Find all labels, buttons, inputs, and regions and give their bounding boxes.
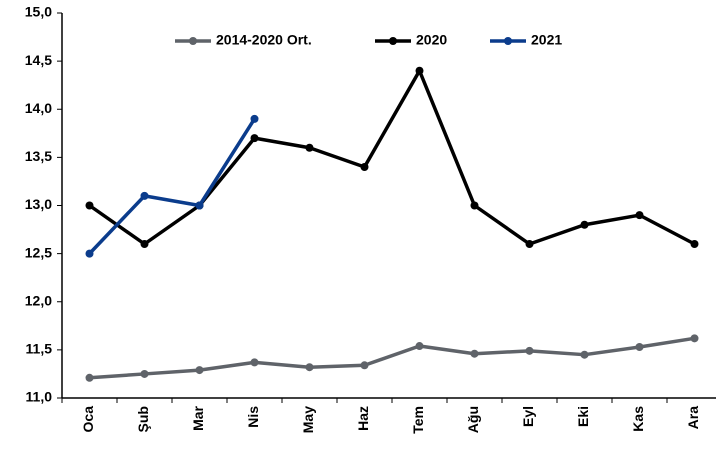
data-point: [415, 66, 424, 75]
data-point: [525, 346, 534, 355]
data-point: [690, 334, 699, 343]
data-point: [580, 220, 589, 229]
x-tick-label: May: [300, 406, 316, 433]
y-tick-label: 13,0: [25, 196, 52, 212]
data-point: [415, 342, 424, 351]
data-point: [525, 240, 534, 248]
x-tick-label: Ara: [685, 406, 701, 430]
data-point: [140, 240, 149, 248]
y-tick-label: 13,5: [25, 148, 52, 164]
data-point: [85, 201, 94, 210]
data-point: [635, 211, 644, 220]
data-point: [360, 361, 369, 370]
data-point: [470, 349, 479, 358]
legend-label: 2020: [416, 32, 447, 48]
series-line: [88, 117, 256, 255]
x-tick-label: Şub: [135, 406, 151, 432]
legend-marker: [389, 37, 397, 45]
x-tick-label: Eyl: [520, 406, 536, 427]
data-point: [85, 249, 94, 258]
x-tick-label: Haz: [355, 406, 371, 431]
data-point: [140, 369, 149, 378]
data-point: [635, 342, 644, 351]
data-point: [250, 358, 259, 367]
legend-label: 2021: [531, 32, 562, 48]
x-tick-label: Eki: [575, 406, 591, 427]
y-tick-label: 14,0: [25, 100, 52, 116]
legend-marker: [189, 37, 197, 45]
data-point: [305, 143, 314, 152]
data-point: [580, 350, 589, 359]
x-tick-label: Tem: [410, 406, 426, 434]
x-tick-label: Nis: [245, 406, 261, 428]
data-point: [690, 240, 699, 248]
y-tick-label: 15,0: [25, 4, 52, 20]
x-tick-label: Oca: [80, 406, 96, 433]
data-point: [85, 373, 94, 382]
data-point: [360, 163, 369, 171]
y-tick-label: 12,5: [25, 244, 52, 260]
data-point: [195, 201, 204, 210]
x-tick-label: Ağu: [465, 406, 481, 433]
data-point: [470, 201, 479, 210]
x-tick-label: Kas: [630, 406, 646, 432]
series-line: [88, 69, 696, 246]
y-tick-label: 11,5: [26, 341, 53, 357]
legend-marker: [504, 37, 512, 45]
data-point: [195, 366, 204, 375]
data-point: [250, 114, 259, 123]
data-point: [305, 363, 314, 372]
series-line: [89, 336, 695, 380]
y-tick-label: 12,0: [25, 292, 52, 308]
y-tick-label: 14,5: [25, 52, 52, 68]
legend-label: 2014-2020 Ort.: [216, 32, 312, 48]
data-point: [250, 134, 259, 143]
x-tick-label: Mar: [190, 405, 206, 430]
data-point: [140, 191, 149, 200]
y-tick-label: 11,0: [26, 389, 53, 405]
